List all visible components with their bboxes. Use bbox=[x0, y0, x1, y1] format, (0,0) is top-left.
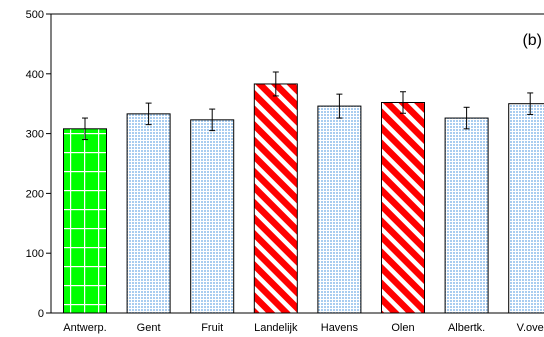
bar-olen bbox=[381, 102, 425, 314]
x-tick-label: Landelijk bbox=[254, 322, 298, 334]
error-bar bbox=[527, 92, 534, 115]
panel-label: (b) bbox=[522, 32, 542, 49]
x-tick-label: Fruit bbox=[201, 322, 223, 334]
bar-v-ove bbox=[508, 103, 544, 314]
bar-albertk bbox=[444, 117, 489, 314]
x-tick-label: V.ove bbox=[517, 322, 544, 334]
error-bar bbox=[400, 91, 406, 114]
error-bar bbox=[145, 102, 152, 126]
error-bar bbox=[336, 93, 343, 119]
bar-antwerp bbox=[63, 128, 107, 314]
bars bbox=[63, 83, 544, 314]
x-tick-label: Olen bbox=[391, 322, 414, 334]
bar-landelijk bbox=[253, 83, 298, 314]
x-tick-label: Antwerp. bbox=[63, 322, 106, 334]
bar-gent bbox=[126, 113, 171, 314]
bar-havens bbox=[317, 105, 362, 314]
y-tick-label: 100 bbox=[26, 248, 44, 260]
category-labels: Antwerp. Gent Fruit Landelijk Havens Olen Albe… bbox=[63, 322, 543, 334]
x-tick-label: Gent bbox=[137, 322, 161, 334]
y-tick-label: 300 bbox=[26, 129, 44, 141]
x-tick-label: Havens bbox=[321, 322, 359, 334]
bar-fruit bbox=[190, 119, 235, 314]
x-tick-label: Albertk. bbox=[448, 322, 485, 334]
error-bars bbox=[82, 71, 534, 141]
error-bar bbox=[209, 108, 216, 132]
y-tick-label: 400 bbox=[26, 69, 44, 81]
y-tick-label: 500 bbox=[26, 9, 44, 21]
y-tick-label: 200 bbox=[26, 188, 44, 200]
error-bar bbox=[272, 71, 279, 97]
error-bar bbox=[82, 117, 88, 141]
y-tick-label: 0 bbox=[38, 308, 44, 320]
error-bar bbox=[463, 106, 470, 130]
